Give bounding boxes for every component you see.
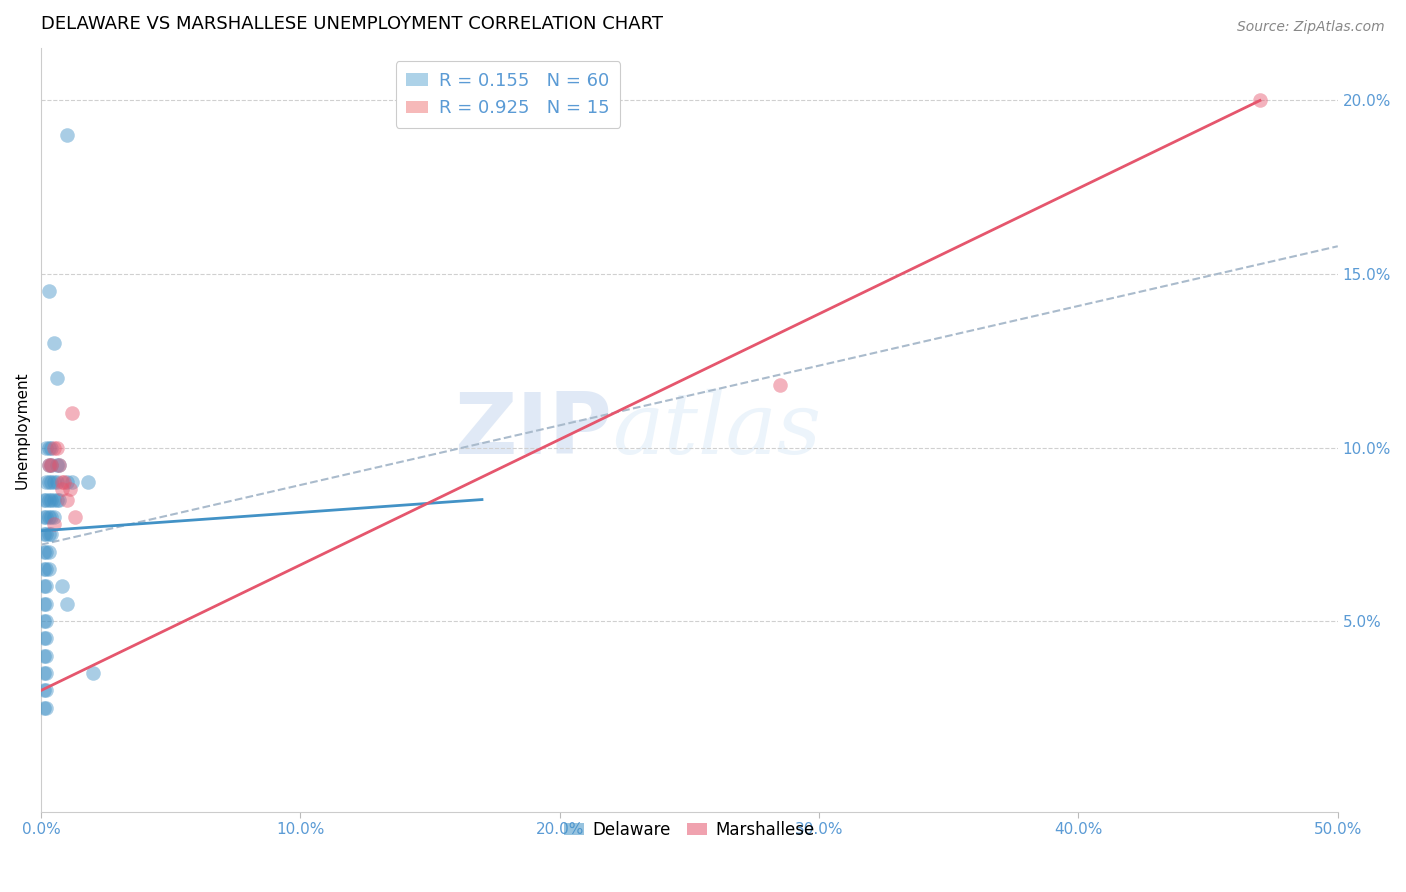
Point [42, 510, 65, 524]
Point [769, 378, 792, 392]
Point [41, 458, 63, 472]
Point [32, 527, 55, 541]
Point [48, 458, 70, 472]
Point [32, 700, 55, 714]
Point [38, 527, 60, 541]
Point [35, 562, 58, 576]
Y-axis label: Unemployment: Unemployment [15, 371, 30, 489]
Point [35, 544, 58, 558]
Point [41, 475, 63, 490]
Point [45, 475, 67, 490]
Point [38, 544, 60, 558]
Point [41, 441, 63, 455]
Point [48, 492, 70, 507]
Point [59, 482, 82, 496]
Text: DELAWARE VS MARSHALLESE UNEMPLOYMENT CORRELATION CHART: DELAWARE VS MARSHALLESE UNEMPLOYMENT COR… [41, 15, 664, 33]
Point [38, 492, 60, 507]
Point [41, 492, 63, 507]
Point [32, 562, 55, 576]
Point [35, 527, 58, 541]
Point [41, 527, 63, 541]
Point [32, 492, 55, 507]
Point [38, 562, 60, 576]
Point [32, 632, 55, 646]
Text: atlas: atlas [612, 389, 821, 472]
Point [56, 492, 79, 507]
Point [35, 492, 58, 507]
Point [76, 475, 98, 490]
Point [35, 666, 58, 681]
Point [60, 406, 83, 420]
Point [32, 544, 55, 558]
Point [38, 458, 60, 472]
Point [32, 597, 55, 611]
Point [32, 683, 55, 698]
Point [45, 458, 67, 472]
Point [41, 510, 63, 524]
Point [42, 492, 65, 507]
Point [38, 458, 60, 472]
Point [32, 648, 55, 663]
Point [45, 371, 67, 385]
Point [32, 510, 55, 524]
Point [51, 482, 73, 496]
Point [32, 614, 55, 628]
Point [32, 579, 55, 593]
Point [35, 579, 58, 593]
Point [45, 492, 67, 507]
Text: Source: ZipAtlas.com: Source: ZipAtlas.com [1237, 20, 1385, 34]
Point [35, 632, 58, 646]
Point [42, 516, 65, 531]
Point [35, 700, 58, 714]
Point [1249, 94, 1271, 108]
Point [56, 128, 79, 143]
Legend: Delaware, Marshallese: Delaware, Marshallese [557, 814, 821, 846]
Point [48, 458, 70, 472]
Point [41, 458, 63, 472]
Point [38, 510, 60, 524]
Text: ZIP: ZIP [454, 389, 612, 472]
Point [56, 597, 79, 611]
Point [82, 666, 104, 681]
Point [35, 475, 58, 490]
Point [45, 441, 67, 455]
Point [35, 441, 58, 455]
Point [38, 475, 60, 490]
Point [51, 475, 73, 490]
Point [63, 510, 86, 524]
Point [51, 579, 73, 593]
Point [35, 510, 58, 524]
Point [60, 475, 83, 490]
Point [35, 614, 58, 628]
Point [42, 336, 65, 351]
Point [42, 441, 65, 455]
Point [38, 441, 60, 455]
Point [38, 285, 60, 299]
Point [35, 597, 58, 611]
Point [42, 475, 65, 490]
Point [53, 475, 76, 490]
Point [35, 648, 58, 663]
Point [32, 666, 55, 681]
Point [35, 683, 58, 698]
Point [56, 475, 79, 490]
